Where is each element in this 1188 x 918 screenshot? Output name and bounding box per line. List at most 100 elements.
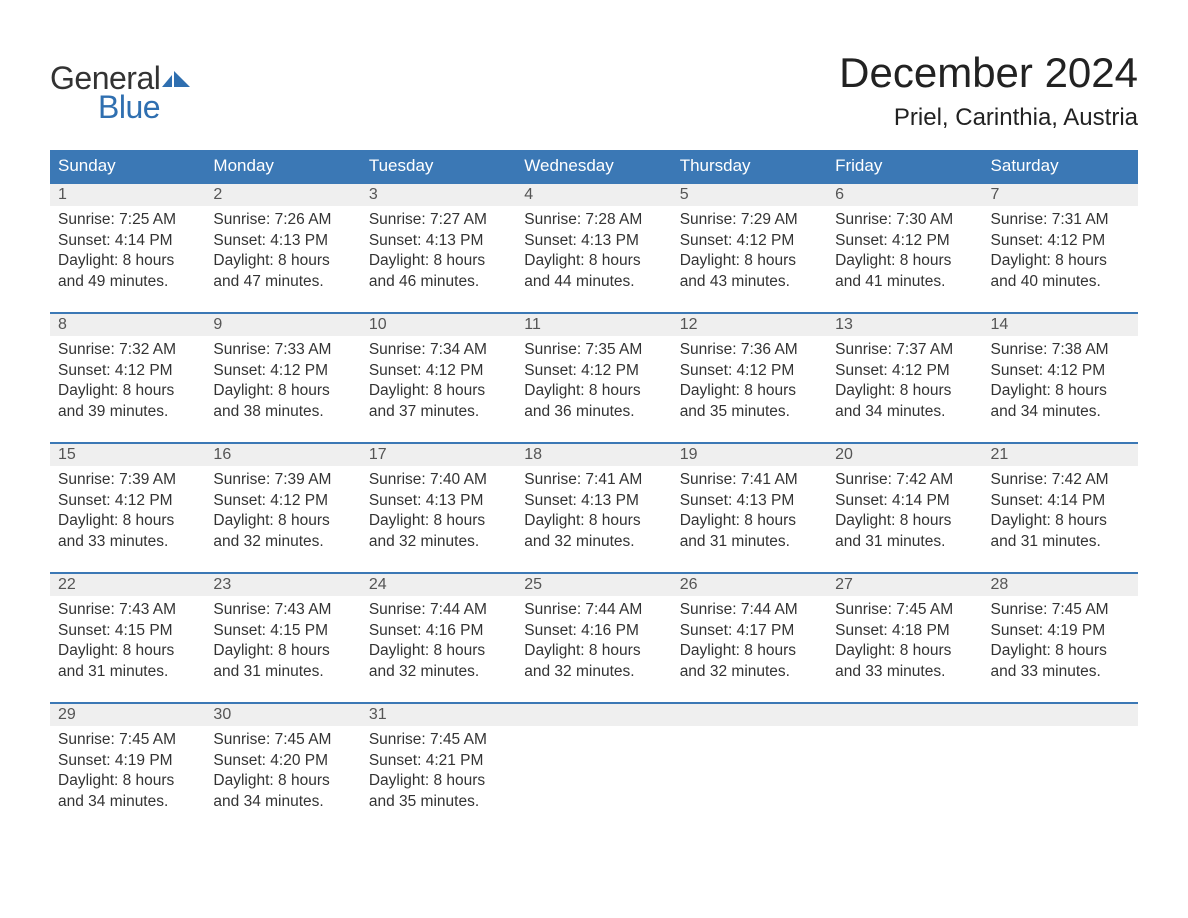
sunrise-line: Sunrise: 7:42 AM (835, 470, 974, 490)
daylight-line: Daylight: 8 hours and 34 minutes. (991, 381, 1130, 422)
sunrise-line: Sunrise: 7:44 AM (369, 600, 508, 620)
daylight-line: Daylight: 8 hours and 37 minutes. (369, 381, 508, 422)
day-content-cell: Sunrise: 7:37 AMSunset: 4:12 PMDaylight:… (827, 336, 982, 428)
day-content-cell: Sunrise: 7:44 AMSunset: 4:16 PMDaylight:… (516, 596, 671, 688)
date-row: 15161718192021 (50, 444, 1138, 466)
week-row: 22232425262728Sunrise: 7:43 AMSunset: 4:… (50, 572, 1138, 688)
day-content-cell: Sunrise: 7:45 AMSunset: 4:19 PMDaylight:… (50, 726, 205, 818)
sunset-line: Sunset: 4:19 PM (58, 751, 197, 771)
daylight-line: Daylight: 8 hours and 31 minutes. (213, 641, 352, 682)
daylight-line: Daylight: 8 hours and 44 minutes. (524, 251, 663, 292)
sunset-line: Sunset: 4:14 PM (58, 231, 197, 251)
date-cell: 31 (361, 704, 516, 726)
day-content-cell (672, 726, 827, 818)
date-cell: 30 (205, 704, 360, 726)
sunset-line: Sunset: 4:14 PM (991, 491, 1130, 511)
sunrise-line: Sunrise: 7:35 AM (524, 340, 663, 360)
day-content-cell: Sunrise: 7:35 AMSunset: 4:12 PMDaylight:… (516, 336, 671, 428)
sunset-line: Sunset: 4:17 PM (680, 621, 819, 641)
date-cell: 13 (827, 314, 982, 336)
date-row: 293031 (50, 704, 1138, 726)
sunset-line: Sunset: 4:12 PM (58, 361, 197, 381)
daylight-line: Daylight: 8 hours and 32 minutes. (213, 511, 352, 552)
location-text: Priel, Carinthia, Austria (839, 104, 1138, 132)
sunset-line: Sunset: 4:15 PM (58, 621, 197, 641)
date-cell: 14 (983, 314, 1138, 336)
daylight-line: Daylight: 8 hours and 38 minutes. (213, 381, 352, 422)
sunset-line: Sunset: 4:12 PM (991, 231, 1130, 251)
daylight-line: Daylight: 8 hours and 33 minutes. (58, 511, 197, 552)
week-row: 891011121314Sunrise: 7:32 AMSunset: 4:12… (50, 312, 1138, 428)
day-content-cell: Sunrise: 7:42 AMSunset: 4:14 PMDaylight:… (827, 466, 982, 558)
daylight-line: Daylight: 8 hours and 43 minutes. (680, 251, 819, 292)
day-header-tuesday: Tuesday (361, 150, 516, 182)
day-content-cell: Sunrise: 7:42 AMSunset: 4:14 PMDaylight:… (983, 466, 1138, 558)
sunset-line: Sunset: 4:15 PM (213, 621, 352, 641)
daylight-line: Daylight: 8 hours and 32 minutes. (369, 511, 508, 552)
day-content-cell: Sunrise: 7:31 AMSunset: 4:12 PMDaylight:… (983, 206, 1138, 298)
page: General Blue December 2024 Priel, Carint… (0, 0, 1188, 818)
logo: General Blue (50, 60, 192, 126)
day-header-monday: Monday (205, 150, 360, 182)
day-content-cell: Sunrise: 7:43 AMSunset: 4:15 PMDaylight:… (50, 596, 205, 688)
daylight-line: Daylight: 8 hours and 34 minutes. (835, 381, 974, 422)
sunrise-line: Sunrise: 7:44 AM (524, 600, 663, 620)
day-header-row: Sunday Monday Tuesday Wednesday Thursday… (50, 150, 1138, 182)
day-content-cell: Sunrise: 7:27 AMSunset: 4:13 PMDaylight:… (361, 206, 516, 298)
day-content-cell: Sunrise: 7:29 AMSunset: 4:12 PMDaylight:… (672, 206, 827, 298)
sunrise-line: Sunrise: 7:45 AM (58, 730, 197, 750)
day-content-cell: Sunrise: 7:41 AMSunset: 4:13 PMDaylight:… (672, 466, 827, 558)
sunrise-line: Sunrise: 7:34 AM (369, 340, 508, 360)
daylight-line: Daylight: 8 hours and 34 minutes. (213, 771, 352, 812)
date-cell: 24 (361, 574, 516, 596)
date-cell: 3 (361, 184, 516, 206)
sunset-line: Sunset: 4:12 PM (213, 491, 352, 511)
sunset-line: Sunset: 4:13 PM (369, 491, 508, 511)
sunrise-line: Sunrise: 7:39 AM (58, 470, 197, 490)
sunrise-line: Sunrise: 7:44 AM (680, 600, 819, 620)
logo-blue-text: Blue (98, 89, 192, 126)
date-cell: 11 (516, 314, 671, 336)
day-content-cell: Sunrise: 7:33 AMSunset: 4:12 PMDaylight:… (205, 336, 360, 428)
day-content-cell: Sunrise: 7:40 AMSunset: 4:13 PMDaylight:… (361, 466, 516, 558)
daylight-line: Daylight: 8 hours and 32 minutes. (524, 641, 663, 682)
sunrise-line: Sunrise: 7:45 AM (991, 600, 1130, 620)
day-content-cell: Sunrise: 7:38 AMSunset: 4:12 PMDaylight:… (983, 336, 1138, 428)
sunset-line: Sunset: 4:16 PM (369, 621, 508, 641)
sunset-line: Sunset: 4:16 PM (524, 621, 663, 641)
day-content-cell: Sunrise: 7:45 AMSunset: 4:21 PMDaylight:… (361, 726, 516, 818)
page-title: December 2024 (839, 50, 1138, 96)
content-row: Sunrise: 7:39 AMSunset: 4:12 PMDaylight:… (50, 466, 1138, 558)
date-cell: 17 (361, 444, 516, 466)
sunset-line: Sunset: 4:21 PM (369, 751, 508, 771)
date-row: 1234567 (50, 184, 1138, 206)
date-cell: 12 (672, 314, 827, 336)
sunrise-line: Sunrise: 7:41 AM (680, 470, 819, 490)
content-row: Sunrise: 7:45 AMSunset: 4:19 PMDaylight:… (50, 726, 1138, 818)
sunrise-line: Sunrise: 7:38 AM (991, 340, 1130, 360)
date-cell: 23 (205, 574, 360, 596)
date-cell: 9 (205, 314, 360, 336)
day-header-sunday: Sunday (50, 150, 205, 182)
daylight-line: Daylight: 8 hours and 40 minutes. (991, 251, 1130, 292)
calendar: Sunday Monday Tuesday Wednesday Thursday… (50, 150, 1138, 818)
daylight-line: Daylight: 8 hours and 33 minutes. (835, 641, 974, 682)
daylight-line: Daylight: 8 hours and 46 minutes. (369, 251, 508, 292)
sunrise-line: Sunrise: 7:25 AM (58, 210, 197, 230)
daylight-line: Daylight: 8 hours and 49 minutes. (58, 251, 197, 292)
sunrise-line: Sunrise: 7:43 AM (213, 600, 352, 620)
sunrise-line: Sunrise: 7:26 AM (213, 210, 352, 230)
date-cell: 28 (983, 574, 1138, 596)
sunset-line: Sunset: 4:14 PM (835, 491, 974, 511)
day-content-cell: Sunrise: 7:41 AMSunset: 4:13 PMDaylight:… (516, 466, 671, 558)
date-cell: 22 (50, 574, 205, 596)
sunrise-line: Sunrise: 7:42 AM (991, 470, 1130, 490)
sunrise-line: Sunrise: 7:40 AM (369, 470, 508, 490)
daylight-line: Daylight: 8 hours and 35 minutes. (680, 381, 819, 422)
sunrise-line: Sunrise: 7:30 AM (835, 210, 974, 230)
date-cell (516, 704, 671, 726)
day-content-cell: Sunrise: 7:43 AMSunset: 4:15 PMDaylight:… (205, 596, 360, 688)
day-content-cell: Sunrise: 7:39 AMSunset: 4:12 PMDaylight:… (50, 466, 205, 558)
daylight-line: Daylight: 8 hours and 31 minutes. (991, 511, 1130, 552)
daylight-line: Daylight: 8 hours and 34 minutes. (58, 771, 197, 812)
